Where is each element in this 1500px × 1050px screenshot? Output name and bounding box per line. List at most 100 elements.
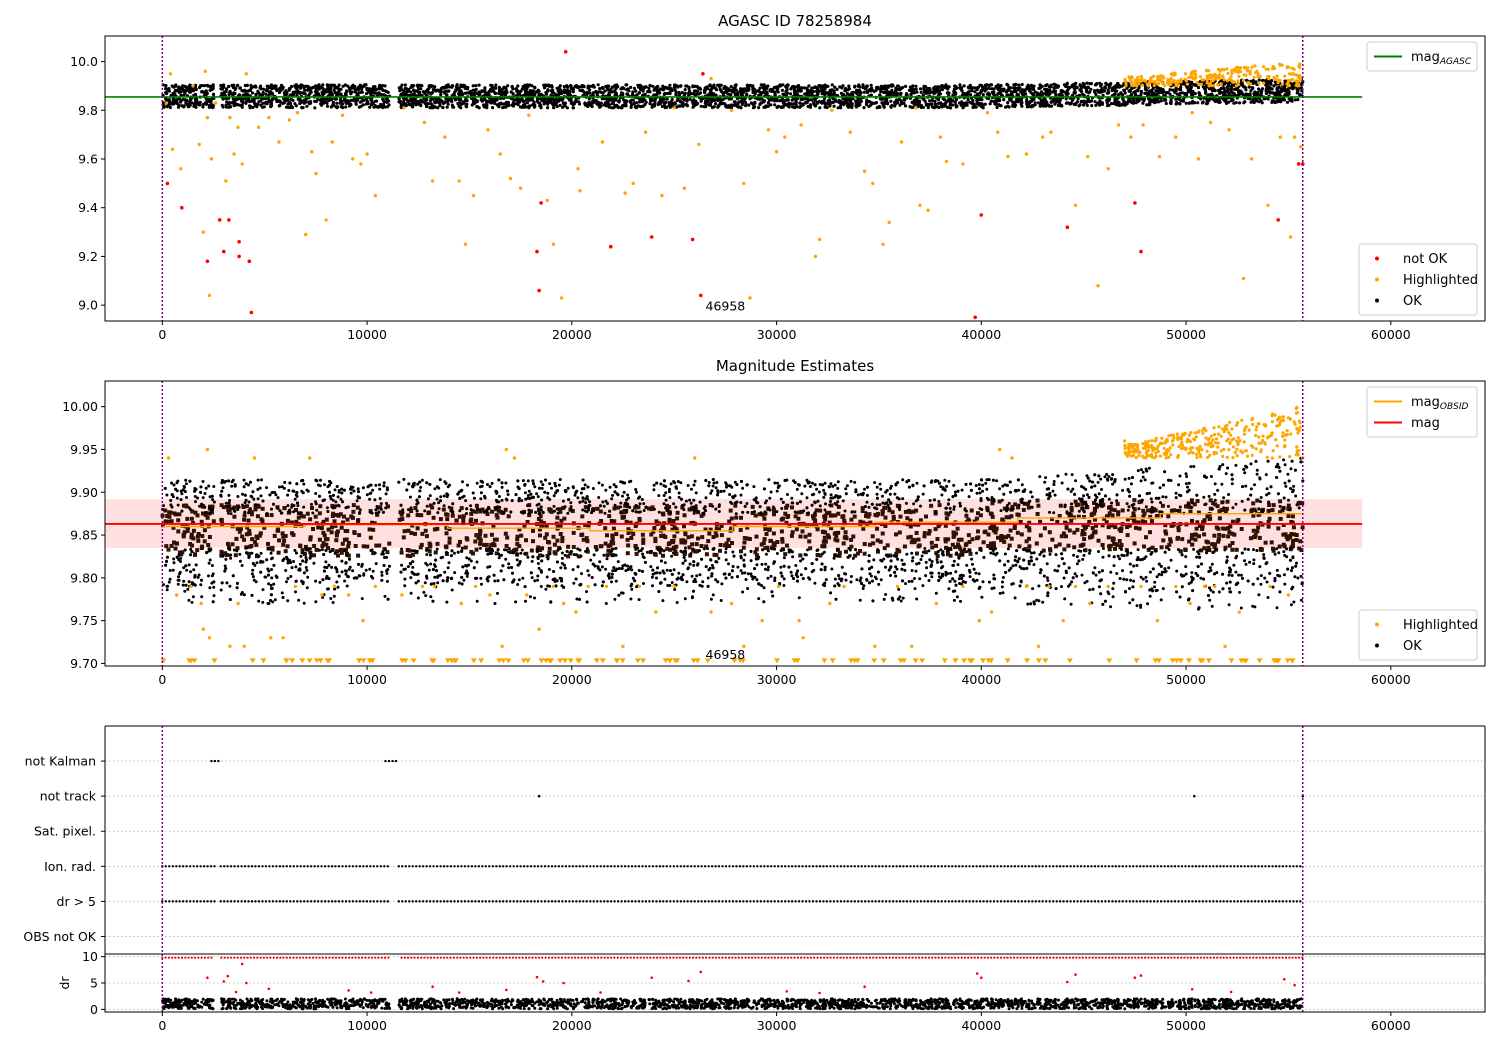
ok-point xyxy=(316,525,321,530)
ok-point xyxy=(1202,86,1207,90)
ok-point xyxy=(385,105,390,109)
ok-point xyxy=(798,534,803,539)
highlighted-point xyxy=(1198,75,1202,79)
ok-point xyxy=(838,85,842,89)
ok-point xyxy=(456,101,460,106)
ok-point xyxy=(558,84,562,88)
highlighted-point xyxy=(1275,78,1280,82)
ok-point xyxy=(204,102,209,106)
ok-point xyxy=(332,83,337,87)
ok-point xyxy=(269,100,273,104)
highlighted-point xyxy=(1239,66,1243,70)
ok-point xyxy=(1120,84,1124,88)
ok-point xyxy=(581,89,585,93)
ok-point xyxy=(296,85,300,89)
ok-point xyxy=(316,93,320,97)
ok-point xyxy=(674,90,678,94)
ok-point xyxy=(684,98,689,102)
ok-point xyxy=(173,89,177,93)
ok-point xyxy=(1263,97,1267,101)
ok-point xyxy=(164,544,169,549)
highlighted-point xyxy=(1273,77,1277,82)
ok-point xyxy=(450,100,454,104)
highlighted-point xyxy=(545,198,549,203)
ok-point xyxy=(627,89,631,93)
ok-point xyxy=(1132,100,1136,105)
highlighted-point xyxy=(1272,66,1276,71)
highlighted-point xyxy=(1086,154,1090,159)
ok-point xyxy=(464,104,468,108)
ok-point xyxy=(723,102,727,106)
ok-point xyxy=(794,97,798,102)
ok-point xyxy=(1300,89,1304,93)
ok-point xyxy=(1093,100,1097,104)
ok-point xyxy=(970,89,974,93)
highlighted-point xyxy=(1244,73,1248,77)
ok-point xyxy=(411,100,415,104)
highlighted-point xyxy=(1216,67,1220,72)
ok-point xyxy=(695,89,700,93)
ok-point xyxy=(760,101,764,105)
ok-point xyxy=(471,88,475,92)
ok-point xyxy=(333,97,337,101)
ok-point xyxy=(373,104,377,108)
ok-point xyxy=(1169,101,1173,106)
ok-point xyxy=(465,87,470,91)
ok-point xyxy=(859,99,863,103)
ok-point xyxy=(278,103,282,107)
ok-point xyxy=(1014,103,1018,107)
not-ok-point xyxy=(690,237,695,242)
ok-point xyxy=(557,93,561,97)
ok-point xyxy=(1008,98,1012,102)
highlighted-point xyxy=(871,181,875,186)
highlighted-point xyxy=(1129,83,1134,87)
ok-point xyxy=(309,86,313,90)
ok-point xyxy=(748,83,752,87)
ok-point xyxy=(346,84,350,88)
highlighted-point xyxy=(1280,63,1284,67)
highlighted-point xyxy=(1176,79,1180,83)
ok-point xyxy=(299,83,303,87)
highlighted-point xyxy=(1241,276,1246,281)
ok-point xyxy=(908,105,912,109)
ok-point xyxy=(409,90,413,94)
ok-point xyxy=(734,515,739,520)
ok-point xyxy=(927,529,932,533)
ok-point xyxy=(747,87,751,91)
ok-point xyxy=(1145,88,1149,92)
ok-point xyxy=(474,87,478,92)
not-ok-point xyxy=(180,205,184,210)
ok-point xyxy=(572,102,576,106)
ok-point xyxy=(732,100,737,104)
highlighted-point xyxy=(1205,77,1209,81)
highlighted-point xyxy=(985,111,990,115)
ok-point xyxy=(497,85,501,89)
ok-point xyxy=(177,85,181,89)
ok-point xyxy=(948,101,952,105)
ok-point xyxy=(331,103,335,107)
ok-point xyxy=(344,105,348,109)
ok-point xyxy=(440,99,444,103)
ok-point xyxy=(503,531,508,536)
x-tick-label: 0 xyxy=(158,327,166,342)
ok-point xyxy=(314,87,318,91)
ok-point xyxy=(637,91,641,95)
ok-point xyxy=(955,97,959,101)
ok-point xyxy=(318,98,322,102)
ok-point xyxy=(361,103,365,107)
ok-point xyxy=(1168,88,1172,92)
not-ok-point xyxy=(979,213,984,217)
ok-point xyxy=(1187,101,1191,105)
ok-point xyxy=(727,97,731,101)
ok-point xyxy=(1234,101,1238,105)
ok-point xyxy=(1053,83,1057,87)
highlighted-point xyxy=(1211,79,1215,83)
x-tick-label: 60000 xyxy=(1371,327,1411,342)
ok-point xyxy=(439,93,443,97)
highlighted-point xyxy=(1135,77,1139,81)
highlighted-point xyxy=(1222,78,1226,82)
highlighted-point xyxy=(1193,76,1197,80)
ok-point xyxy=(1102,89,1107,93)
ok-point xyxy=(578,88,582,92)
ok-point xyxy=(745,83,749,88)
